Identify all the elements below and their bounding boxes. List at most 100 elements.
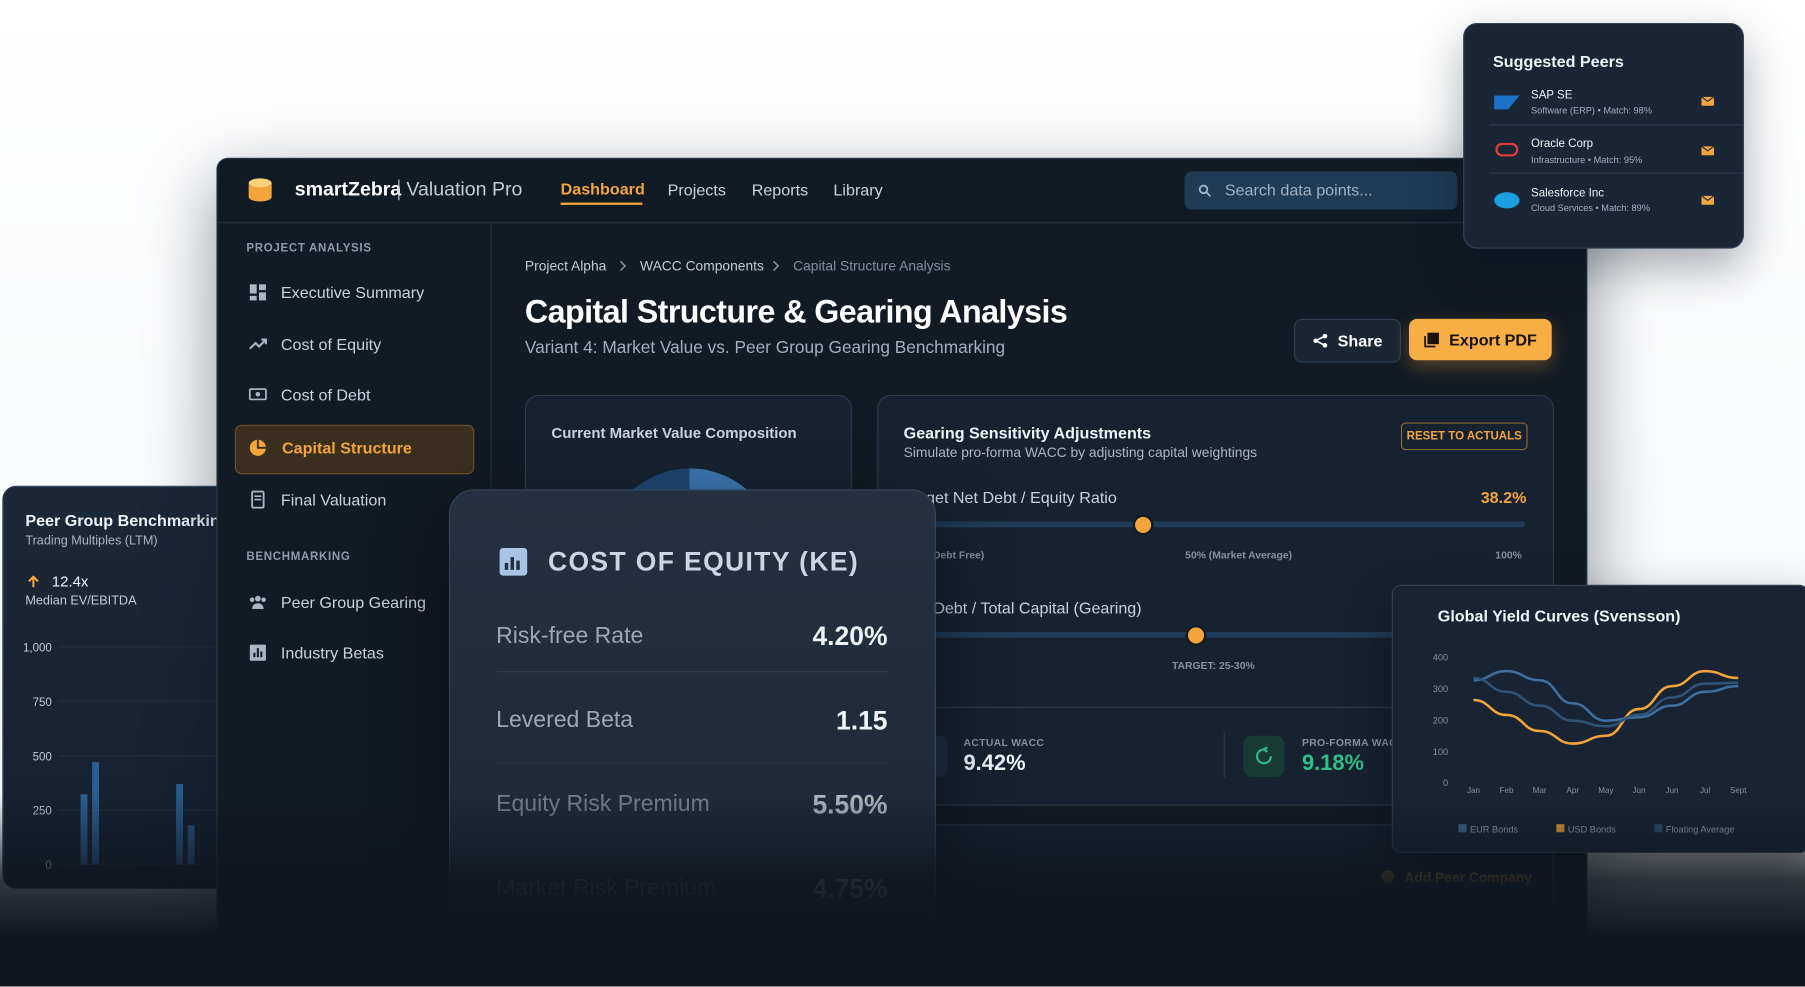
section-title: BENCHMARKING (246, 550, 351, 564)
slider-track (911, 631, 1526, 638)
slider-thumb[interactable] (1132, 514, 1154, 536)
breadcrumb-item[interactable]: WACC Components (640, 257, 764, 274)
card-title: COST OF EQUITY (KE) (547, 546, 860, 577)
nav-icon (251, 490, 265, 509)
nav-item-active[interactable]: Capital Structure (282, 438, 412, 458)
nav-item[interactable]: Final Valuation (280, 490, 387, 509)
page-subtitle: Variant 4: Market Value vs. Peer Group G… (524, 337, 1006, 358)
legend-swatch (1654, 824, 1663, 833)
y-tick-label: 1,000 (23, 643, 52, 655)
metric-label: PRO-FORMA WACC (1301, 736, 1405, 749)
metric-label: ACTUAL WACC (963, 736, 1045, 749)
pdf-icon (1424, 332, 1439, 348)
suggested-peers-card: Suggested Peers SAP SE Software (ERP) • … (1463, 23, 1744, 249)
divider (496, 671, 889, 673)
x-tick-label: Jun (1632, 786, 1645, 795)
row-value: 1.15 (836, 705, 888, 736)
peer-name: Salesforce Inc (1531, 187, 1604, 200)
row-value: 4.75% (812, 873, 888, 904)
nav-icon (248, 388, 267, 401)
card-title: Global Yield Curves (Svensson) (1437, 606, 1681, 626)
x-tick-label: May (1598, 786, 1613, 795)
y-tick-label: 200 (1433, 715, 1448, 725)
divider (1489, 172, 1743, 174)
company-logo (1494, 95, 1520, 110)
active-nav-bg (234, 424, 475, 475)
company-logo (1494, 192, 1520, 209)
nav-item[interactable]: Peer Group Gearing (280, 592, 427, 612)
y-tick-label: 0 (45, 860, 51, 872)
export-button[interactable]: Export PDF (1409, 318, 1552, 361)
nav-icon (249, 338, 267, 350)
series-line (1473, 669, 1739, 745)
share-button[interactable]: Share (1293, 318, 1401, 363)
add-icon (1381, 870, 1395, 883)
nav-icon (249, 439, 266, 456)
search-box[interactable]: Search data points... (1184, 171, 1458, 210)
x-tick-label: Jul (1700, 786, 1710, 795)
row-value: 5.50% (812, 789, 888, 820)
mail-icon[interactable] (1701, 96, 1715, 106)
nav-icon (249, 284, 266, 301)
y-tick-label: 250 (33, 806, 52, 818)
nav-icon (249, 644, 266, 661)
row-label: Equity Risk Premium (496, 791, 710, 817)
slider-note: TARGET: 25-30% (1171, 659, 1255, 672)
breadcrumb-item[interactable]: Project Alpha (524, 257, 607, 274)
row-label: Market Risk Premium (496, 875, 717, 901)
x-tick-label: Apr (1566, 786, 1579, 795)
mail-icon[interactable] (1701, 195, 1715, 205)
slider-track (911, 521, 1526, 528)
slider-label: Target Net Debt / Equity Ratio (903, 488, 1117, 507)
card-title: Current Market Value Composition (551, 424, 797, 442)
logo-icon (248, 178, 272, 202)
nav-underline (560, 202, 643, 205)
legend-swatch (1458, 824, 1467, 833)
slider-thumb[interactable] (1185, 625, 1207, 646)
metric-value: 9.42% (963, 751, 1026, 776)
series-line (1473, 676, 1739, 728)
series-line (1473, 669, 1739, 722)
nav-link[interactable]: Dashboard (560, 179, 645, 198)
y-tick-label: 300 (1433, 684, 1448, 694)
section-title: PROJECT ANALYSIS (246, 242, 372, 255)
divider (496, 762, 889, 764)
nav-item[interactable]: Cost of Equity (280, 334, 382, 354)
nav-link[interactable]: Library (833, 180, 883, 200)
add-peer-link[interactable]: Add Peer Company (1404, 869, 1532, 886)
bar (92, 762, 99, 865)
reset-button[interactable]: RESET TO ACTUALS (1400, 422, 1528, 451)
card-title: Peer Group Benchmarking (25, 511, 230, 530)
x-tick-label: Sept (1730, 786, 1747, 795)
row-label: Risk-free Rate (496, 623, 644, 649)
nav-link[interactable]: Reports (751, 180, 809, 200)
divider (1489, 124, 1743, 126)
x-tick-label: Feb (1500, 786, 1514, 795)
divider (496, 846, 889, 848)
y-tick-label: 0 (1443, 778, 1448, 788)
search-icon (1198, 184, 1212, 197)
nav-icon (249, 595, 266, 609)
x-tick-label: Jun (1666, 786, 1679, 795)
y-tick-label: 750 (33, 697, 52, 709)
card-subtitle: Trading Multiples (LTM) (25, 534, 158, 548)
refresh-icon (1256, 746, 1272, 765)
nav-item[interactable]: Industry Betas (280, 643, 384, 662)
company-logo (1495, 142, 1519, 157)
nav-item[interactable]: Cost of Debt (280, 385, 371, 405)
bar (176, 784, 184, 865)
metric-icon (1243, 735, 1285, 778)
peer-detail: Cloud Services • Match: 89% (1531, 203, 1650, 214)
metric-label: Median EV/EBITDA (25, 593, 137, 608)
slider-scale: 100% (1495, 549, 1522, 561)
nav-item[interactable]: Executive Summary (280, 283, 425, 302)
card-title: Gearing Sensitivity Adjustments (903, 423, 1152, 443)
cost-of-equity-card: COST OF EQUITY (KE) Risk-free Rate 4.20%… (448, 489, 936, 987)
metric-value: 12.4x (51, 572, 89, 590)
metric-value: 9.18% (1301, 751, 1364, 776)
mail-icon[interactable] (1701, 146, 1715, 156)
peer-name: SAP SE (1531, 89, 1573, 102)
bar (80, 794, 88, 865)
nav-link[interactable]: Projects (667, 180, 726, 200)
